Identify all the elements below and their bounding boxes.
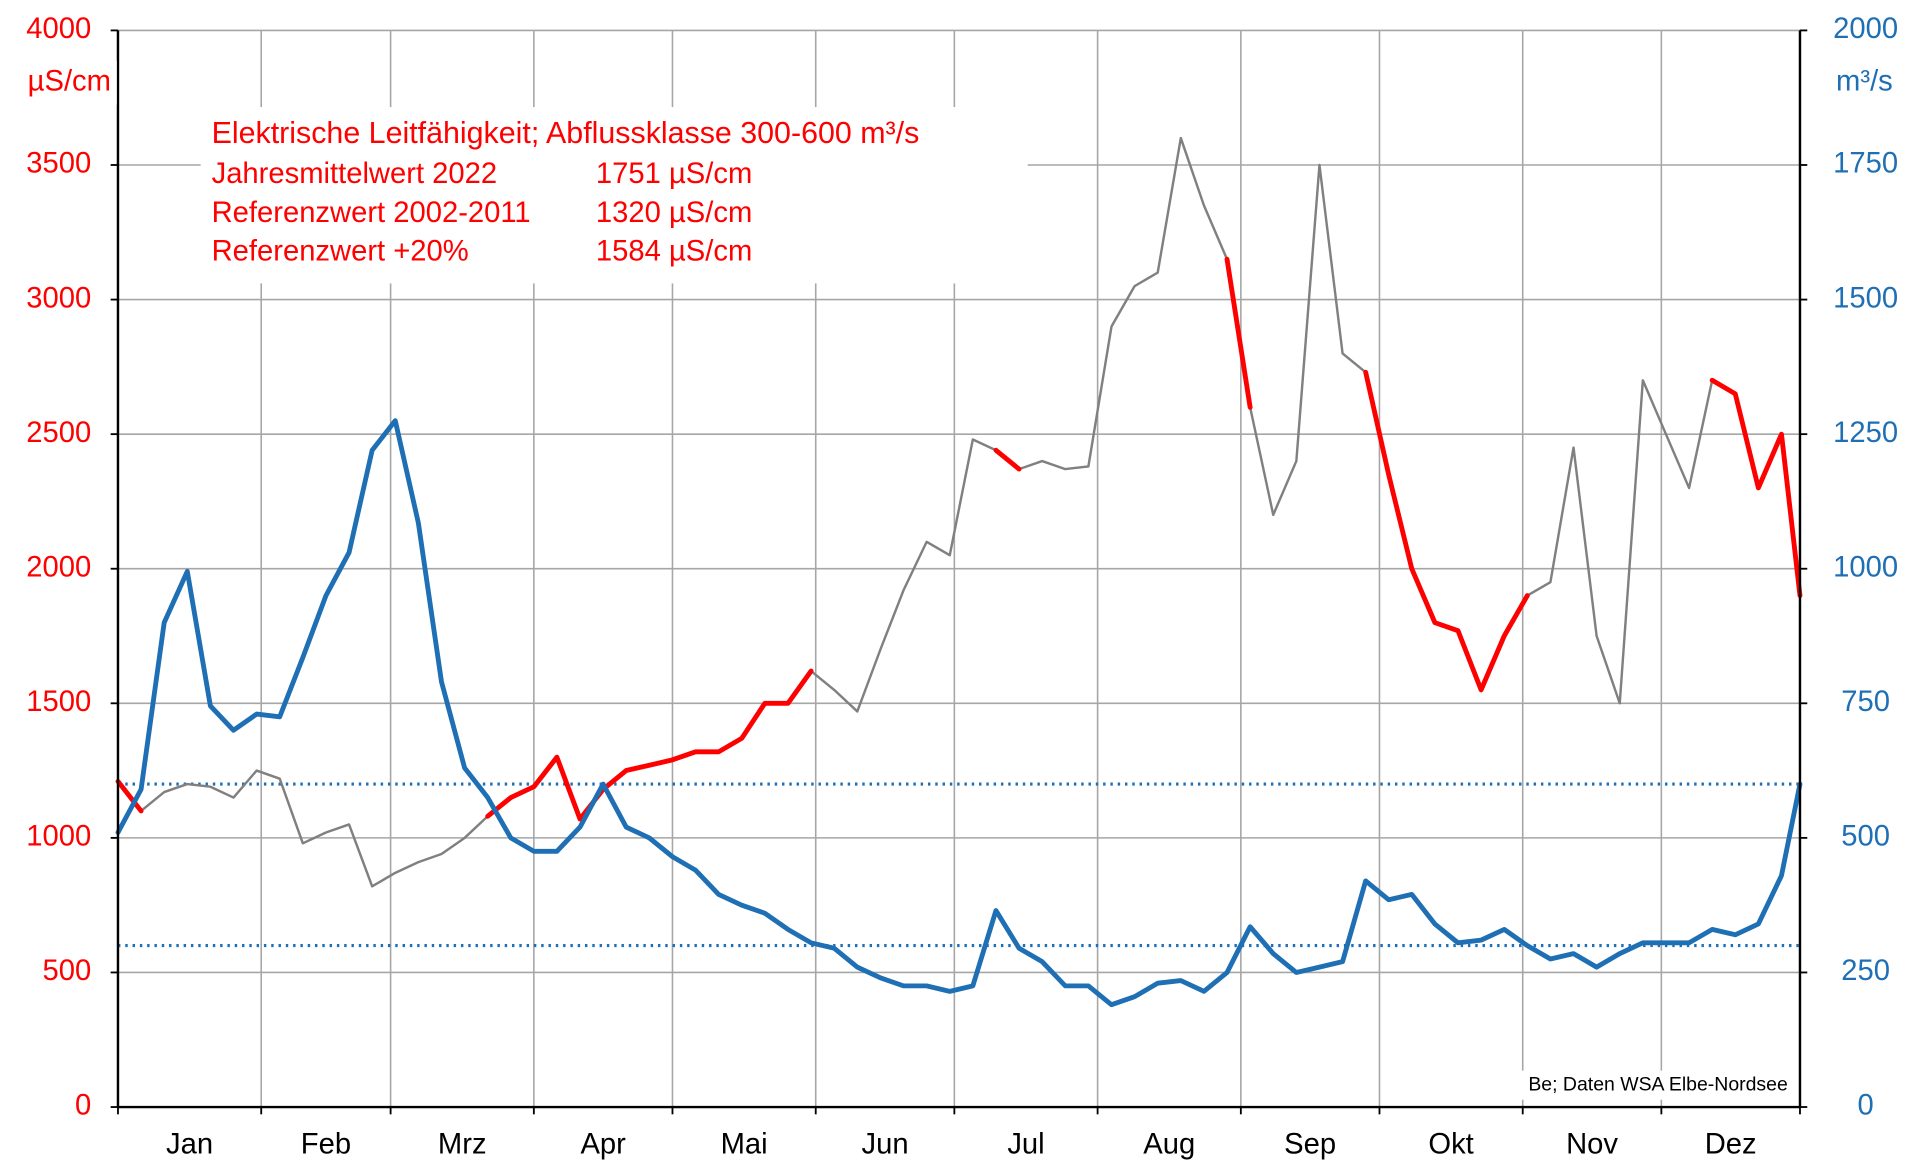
axes xyxy=(110,29,1808,1115)
annotation-text: 1584 µS/cm xyxy=(596,236,752,268)
x-tick-label: Nov xyxy=(1566,1129,1618,1161)
y-tick-label: 3000 xyxy=(26,282,91,314)
y-tick-label: 4000 xyxy=(26,13,91,45)
annotation-title: Elektrische Leitfähigkeit; Abflussklasse… xyxy=(212,116,920,150)
x-tick-label: Aug xyxy=(1143,1129,1195,1161)
y-axis-label: µS/cm xyxy=(28,65,111,97)
source-background xyxy=(1493,1070,1793,1100)
y2-tick-label: 750 xyxy=(1841,686,1890,718)
annotation-text: Referenzwert +20% xyxy=(212,236,469,268)
source-note: Be; Daten WSA Elbe-Nordsee xyxy=(1528,1073,1787,1095)
y-tick-label: 2500 xyxy=(26,417,91,449)
y-tick-label: 2000 xyxy=(26,551,91,583)
y2-tick-label: 250 xyxy=(1841,955,1890,987)
y-tick-label: 1500 xyxy=(26,686,91,718)
y2-tick-label: 2000 xyxy=(1833,13,1898,45)
x-tick-label: Feb xyxy=(301,1129,351,1161)
y-tick-label: 1000 xyxy=(26,821,91,853)
unit-background xyxy=(1812,60,1905,105)
x-tick-label: Dez xyxy=(1705,1129,1757,1161)
series-line xyxy=(115,256,1803,822)
y2-tick-label: 500 xyxy=(1841,821,1890,853)
y2-tick-label: 1250 xyxy=(1833,417,1898,449)
annotation-background xyxy=(200,107,1028,284)
y-tick-label: 500 xyxy=(43,955,92,987)
y-tick-label: 3500 xyxy=(26,148,91,180)
labels: 0 500 1000 1500 2000 2500 3000 3500 4000 0 250 500 7… xyxy=(12,13,1905,1161)
x-tick-label: Sep xyxy=(1284,1129,1336,1161)
lines xyxy=(115,136,1803,1008)
annotation-text: Referenzwert 2002-2011 xyxy=(212,197,531,229)
y2-axis-label: m³/s xyxy=(1836,65,1893,97)
y2-tick-label: 1000 xyxy=(1833,551,1898,583)
annotation-text: 1320 µS/cm xyxy=(596,197,752,229)
x-tick-label: Okt xyxy=(1428,1129,1473,1161)
y2-tick-label: 1750 xyxy=(1833,148,1898,180)
series-line xyxy=(115,418,1803,1008)
annotation-text: 1751 µS/cm xyxy=(596,158,752,190)
y2-tick-label: 0 xyxy=(1858,1090,1874,1122)
y2-tick-label: 1500 xyxy=(1833,282,1898,314)
x-tick-label: Jul xyxy=(1007,1129,1044,1161)
x-tick-label: Jun xyxy=(862,1129,909,1161)
y-tick-label: 0 xyxy=(75,1090,91,1122)
x-tick-label: Mrz xyxy=(438,1129,487,1161)
unit-background xyxy=(12,60,117,105)
x-tick-label: Mai xyxy=(721,1129,768,1161)
x-tick-label: Jan xyxy=(166,1129,213,1161)
annotation-text: Jahresmittelwert 2022 xyxy=(212,158,497,190)
x-tick-label: Apr xyxy=(580,1129,626,1161)
